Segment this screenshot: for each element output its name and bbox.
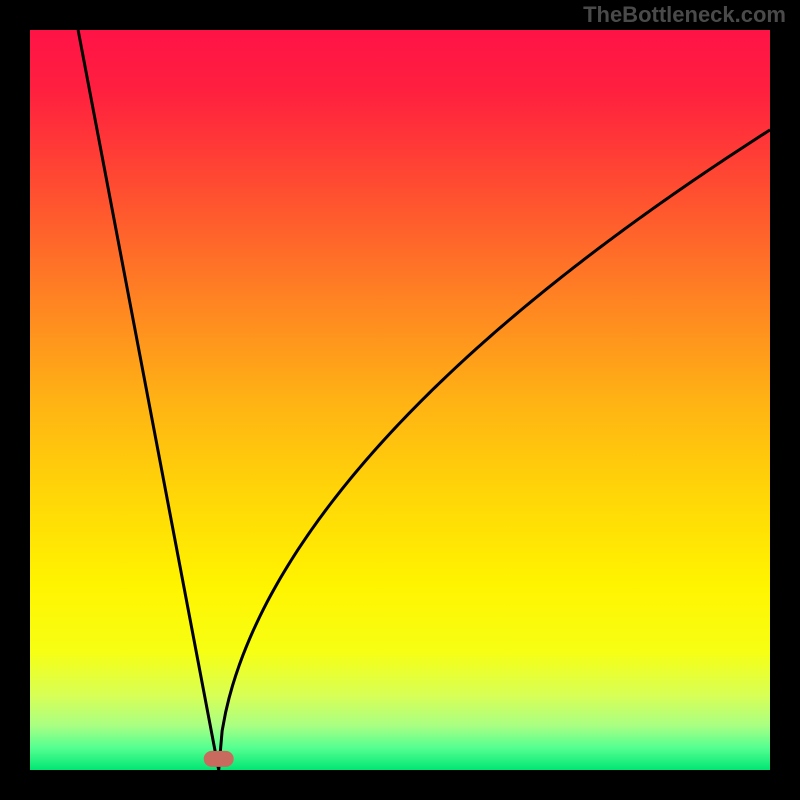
plot-area <box>30 30 770 770</box>
vertex-marker <box>204 751 234 767</box>
watermark-text: TheBottleneck.com <box>583 2 786 28</box>
chart-svg <box>0 0 800 800</box>
chart-container: TheBottleneck.com <box>0 0 800 800</box>
